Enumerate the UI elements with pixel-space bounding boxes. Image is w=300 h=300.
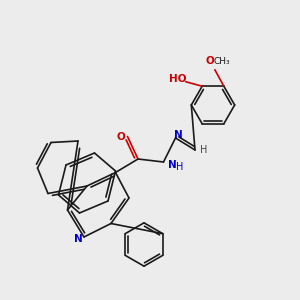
Text: H: H [176, 162, 184, 172]
Text: N: N [174, 130, 183, 140]
Text: H: H [200, 145, 208, 155]
Text: HO: HO [169, 74, 186, 84]
Text: N: N [167, 160, 176, 170]
Text: N: N [74, 233, 83, 244]
Text: O: O [116, 131, 125, 142]
Text: O: O [205, 56, 214, 66]
Text: CH₃: CH₃ [213, 57, 230, 66]
